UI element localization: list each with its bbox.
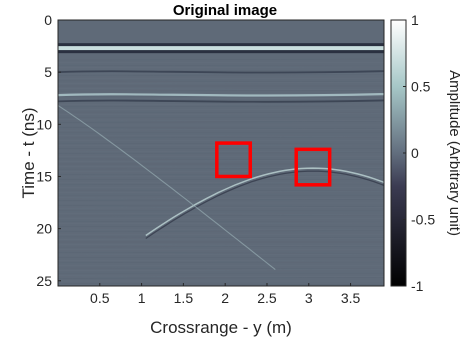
chart-title: Original image	[173, 2, 277, 19]
colorbar: 1 0.5 0 -0.5 -1 Amplitude (Arbitrary unit)	[390, 12, 460, 294]
plot-frame	[57, 19, 385, 287]
x-axis: 0.5 1 1.5 2 2.5 3 3.5	[90, 283, 361, 306]
y-tick-label: 0	[44, 12, 52, 28]
x-tick-label: 3.5	[341, 290, 361, 306]
x-axis-label: Crossrange - y (m)	[150, 318, 292, 337]
colorbar-ticks: 1 0.5 0 -0.5 -1	[403, 12, 435, 294]
y-tick-label: 20	[36, 221, 52, 237]
annotation-box-2	[294, 147, 332, 187]
x-tick-label: 0.5	[90, 290, 110, 306]
y-tick-label: 15	[36, 168, 52, 184]
colorbar-tick-label: 1	[411, 12, 419, 28]
colorbar-tick-label: -0.5	[411, 212, 435, 228]
x-tick-label: 1.5	[174, 290, 194, 306]
annotation-layer	[215, 141, 332, 187]
x-tick-label: 3	[305, 290, 313, 306]
x-tick-label: 2.5	[257, 290, 277, 306]
plot-area	[57, 19, 385, 287]
y-tick-label: 5	[44, 64, 52, 80]
y-tick-label: 25	[36, 273, 52, 289]
y-tick-label: 10	[36, 116, 52, 132]
y-axis: 0 5 10 15 20 25	[36, 12, 61, 289]
annotation-box-1	[215, 141, 253, 179]
x-tick-label: 1	[138, 290, 146, 306]
colorbar-tick-label: 0	[411, 145, 419, 161]
y-axis-label: Time - t (ns)	[19, 108, 38, 199]
colorbar-tick-label: -1	[411, 278, 424, 294]
colorbar-tick-label: 0.5	[411, 79, 431, 95]
colorbar-label: Amplitude (Arbitrary unit)	[446, 70, 460, 236]
x-tick-label: 2	[221, 290, 229, 306]
